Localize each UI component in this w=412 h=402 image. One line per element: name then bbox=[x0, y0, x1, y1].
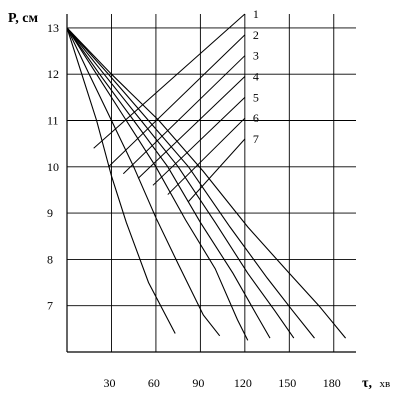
y-tick-labels: 13 12 11 10 9 8 7 bbox=[47, 21, 59, 313]
y-axis-title: P, см bbox=[8, 11, 38, 26]
leader-line-1 bbox=[93, 13, 246, 149]
x-tick-label-120: 120 bbox=[234, 376, 252, 390]
y-tick-label-11: 11 bbox=[47, 113, 59, 127]
series-line-1 bbox=[66, 27, 176, 334]
x-tick-label-180: 180 bbox=[323, 376, 341, 390]
y-tick-label-7: 7 bbox=[47, 299, 53, 313]
series-line-3 bbox=[66, 27, 249, 341]
series-line-6 bbox=[66, 27, 315, 339]
x-tick-labels: 30 60 90 120 150 180 bbox=[103, 376, 340, 390]
grid bbox=[67, 14, 356, 352]
series-line-7 bbox=[66, 27, 347, 339]
curve-label-1: 1 bbox=[253, 7, 259, 21]
curve-label-7: 7 bbox=[253, 132, 259, 146]
x-tick-label-30: 30 bbox=[103, 376, 115, 390]
x-axis-title-unit: хв bbox=[379, 378, 390, 390]
x-tick-label-150: 150 bbox=[278, 376, 296, 390]
leader-line-4 bbox=[137, 76, 246, 179]
leader-line-7 bbox=[188, 138, 246, 202]
curve-label-4: 4 bbox=[253, 70, 259, 84]
series-line-5 bbox=[66, 27, 295, 339]
leader-line-2 bbox=[108, 34, 246, 168]
x-axis-title: τ, хв bbox=[362, 376, 390, 391]
curve-label-2: 2 bbox=[253, 28, 259, 42]
series-line-2 bbox=[66, 27, 221, 337]
y-tick-label-13: 13 bbox=[47, 21, 59, 35]
series-line-4 bbox=[66, 27, 271, 339]
curve-label-6: 6 bbox=[253, 111, 259, 125]
leader-line-6 bbox=[167, 117, 246, 195]
x-tick-label-90: 90 bbox=[192, 376, 204, 390]
x-tick-label-60: 60 bbox=[148, 376, 160, 390]
leader-line-3 bbox=[122, 55, 246, 175]
y-tick-label-9: 9 bbox=[47, 206, 53, 220]
leader-line-5 bbox=[152, 96, 246, 186]
curve-label-3: 3 bbox=[253, 49, 259, 63]
curve-label-5: 5 bbox=[253, 90, 259, 104]
y-tick-label-12: 12 bbox=[47, 67, 59, 81]
y-tick-label-10: 10 bbox=[47, 160, 59, 174]
y-tick-label-8: 8 bbox=[47, 252, 53, 266]
series bbox=[66, 27, 347, 341]
x-axis-title-symbol: τ, bbox=[362, 376, 372, 391]
label-leaders: 1 2 3 4 5 6 7 bbox=[93, 7, 259, 202]
axes bbox=[66, 14, 356, 353]
